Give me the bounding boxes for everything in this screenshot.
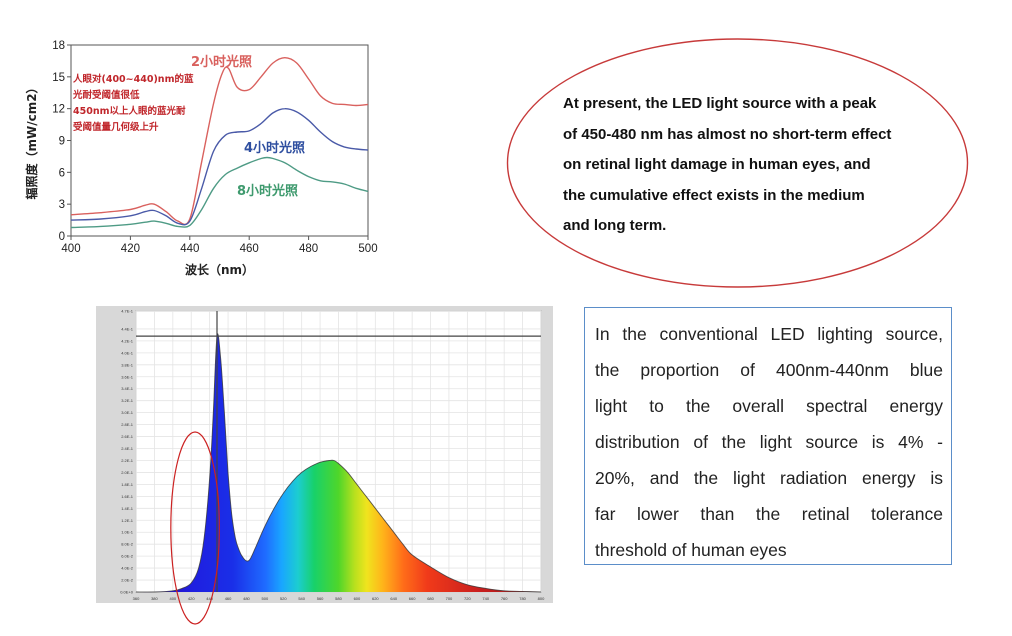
y-tick-label: 9: [59, 136, 65, 148]
conclusion-ellipse: [506, 38, 969, 288]
conclusion-line: and long term.: [563, 217, 667, 234]
series-line: [70, 107, 369, 226]
info-line: the proportion of 400nm-440nm blue: [595, 360, 943, 380]
info-text: In the conventional LED lighting source,…: [595, 316, 943, 568]
conclusion-line: the cumulative effect exists in the medi…: [563, 186, 865, 204]
y-tick-label: 6: [59, 167, 65, 179]
y-tick-label: 3: [59, 199, 65, 211]
series-line: [70, 156, 369, 229]
annotation-line: 受阈值量几何级上升: [73, 121, 159, 133]
x-tick-label: 440: [180, 243, 199, 255]
conclusion-line: on retinal light damage in human eyes, a…: [563, 156, 871, 173]
x-tick-label: 420: [121, 243, 140, 255]
info-line: 20%, and the light radiation energy is: [595, 468, 943, 488]
irradiance-line-chart: 400 420 440 460 480 500 0 3 6 9 12 15 18 波长（nm） 辐照度（mW…: [24, 40, 378, 277]
ellipse-outline: [506, 38, 969, 288]
spectrum-window: [96, 306, 553, 603]
info-line: light to the overall spectral energy: [595, 396, 943, 416]
series-label: 4小时光照: [244, 140, 305, 156]
conclusion-line: of 450-480 nm has almost no short-term e…: [563, 125, 892, 143]
annotation-line: 450nm以上人眼的蓝光耐: [73, 105, 186, 117]
info-line: threshold of human eyes: [595, 540, 787, 560]
y-tick-label: 12: [52, 104, 65, 116]
info-line: distribution of the light source is 4% -: [595, 432, 943, 452]
y-tick-label: 18: [52, 40, 65, 52]
x-tick-label: 480: [299, 243, 318, 255]
conclusion-text: At present, the LED light source with a …: [563, 89, 963, 242]
series-line: [70, 56, 369, 226]
x-tick-label: 460: [240, 243, 259, 255]
x-tick-label: 400: [61, 243, 80, 255]
info-line: far lower than the retinal tolerance: [595, 504, 943, 524]
annotation-line: 光耐受阈值很低: [72, 89, 140, 101]
series-label: 8小时光照: [237, 183, 298, 199]
info-box: In the conventional LED lighting source,…: [584, 307, 952, 565]
y-axis-label: 辐照度（mW/cm2）: [24, 81, 39, 199]
series-label: 2小时光照: [191, 54, 252, 70]
conclusion-line: At present, the LED light source with a …: [563, 95, 877, 112]
info-line: In the conventional LED lighting source,: [595, 324, 943, 344]
y-tick-label: 15: [52, 72, 65, 84]
annotation-line: 人眼对(400~440)nm的蓝: [73, 73, 194, 85]
x-tick-label: 500: [358, 243, 377, 255]
x-axis-label: 波长（nm）: [185, 262, 254, 277]
y-tick-label: 0: [59, 231, 65, 243]
